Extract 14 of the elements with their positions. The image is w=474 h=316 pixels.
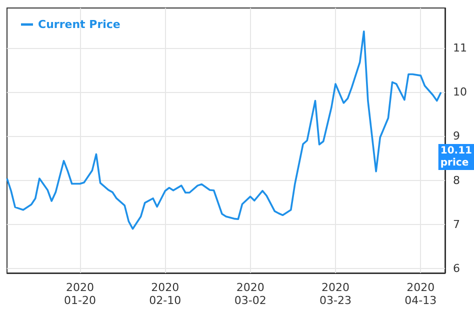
annotation: 10.11 price [440,146,472,168]
x-tick-label: 2020 03-23 [320,281,352,307]
x-tick-label: 2020 02-10 [149,281,182,307]
line-series [6,30,442,230]
x-tick-label: 2020 01-20 [64,281,96,307]
y-tick-label: 9 [453,130,460,143]
y-tick-label: 8 [453,174,460,187]
legend-label: Current Price [38,18,120,31]
y-tick-label: 7 [453,218,460,231]
x-tick-label: 2020 04-13 [404,281,437,307]
y-tick-label: 10 [453,85,467,98]
y-tick-label: 6 [453,262,460,276]
x-tick-label: 2020 03-02 [234,281,266,307]
y-tick-label: 11 [453,41,467,54]
